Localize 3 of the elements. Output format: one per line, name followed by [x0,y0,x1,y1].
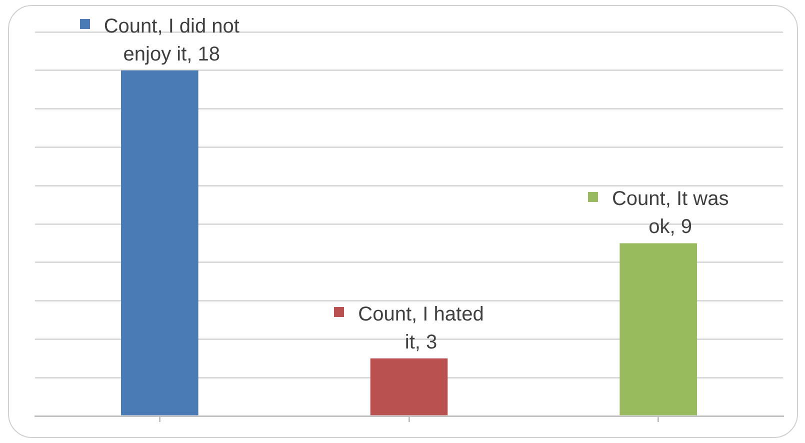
data-label: Count, I hated it, 3 [358,303,484,354]
data-label: Count, I did not enjoy it, 18 [104,15,240,66]
data-label: Count, It was ok, 9 [612,188,729,238]
